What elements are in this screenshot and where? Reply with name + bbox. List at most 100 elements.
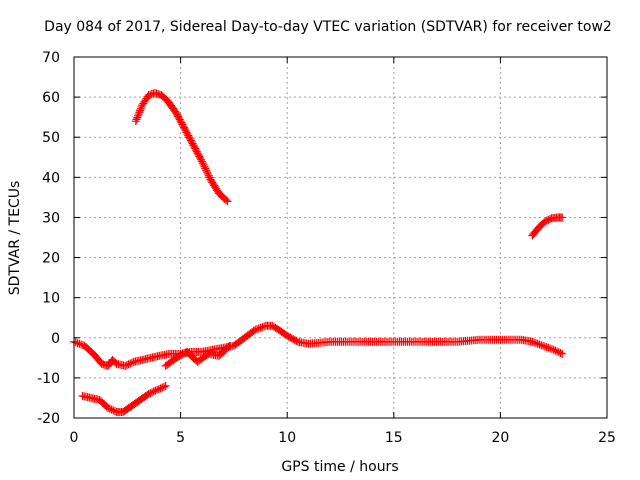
data-point: [539, 341, 548, 350]
series-baseline-spread: [161, 341, 234, 370]
data-point: [258, 323, 267, 332]
data-point: [153, 385, 162, 394]
data-point: [256, 323, 265, 332]
chart-title: Day 084 of 2017, Sidereal Day-to-day VTE…: [44, 19, 612, 35]
data-point: [292, 336, 301, 345]
x-tick-label: 0: [70, 430, 79, 446]
data-point: [558, 213, 567, 222]
data-point: [254, 324, 263, 333]
y-tick-label: 30: [42, 210, 60, 226]
data-point: [158, 383, 167, 392]
data-point: [197, 155, 206, 164]
data-point: [127, 358, 136, 367]
data-point: [531, 339, 540, 348]
data-point: [553, 347, 562, 356]
y-tick-label: 20: [42, 251, 60, 267]
data-point: [154, 385, 163, 394]
y-axis-label: SDTVAR / TECUs: [7, 181, 23, 296]
data-point: [203, 169, 212, 178]
data-point: [198, 159, 207, 168]
x-tick-label: 25: [598, 430, 616, 446]
y-tick-label: -20: [37, 411, 60, 427]
data-point: [151, 386, 160, 395]
data-point: [156, 384, 165, 393]
data-point: [546, 344, 555, 353]
data-series: [70, 89, 567, 416]
data-point: [542, 343, 551, 352]
data-point: [121, 361, 130, 370]
data-point: [131, 117, 140, 126]
data-point: [528, 337, 537, 346]
data-point: [197, 157, 206, 166]
data-point: [161, 381, 170, 390]
data-point: [260, 322, 269, 331]
data-point: [107, 405, 116, 414]
y-tick-label: 40: [42, 170, 60, 186]
data-point: [134, 110, 143, 119]
series-arc-high-2: [528, 213, 567, 240]
data-point: [540, 342, 549, 351]
data-point: [148, 388, 157, 397]
x-tick-label: 20: [491, 430, 509, 446]
data-point: [223, 197, 232, 206]
data-point: [137, 102, 146, 111]
grid-lines: [74, 57, 607, 418]
y-tick-label: 0: [51, 331, 60, 347]
data-point: [109, 406, 118, 415]
data-point: [556, 349, 565, 358]
data-point: [133, 111, 142, 120]
series-baseline: [70, 321, 567, 370]
data-point: [224, 343, 233, 352]
data-point: [200, 162, 209, 171]
y-tick-label: 50: [42, 130, 60, 146]
data-point: [122, 361, 131, 370]
data-point: [535, 340, 544, 349]
data-point: [144, 389, 153, 398]
data-point: [201, 164, 210, 173]
x-tick-label: 10: [278, 430, 296, 446]
data-point: [199, 160, 208, 169]
data-point: [73, 339, 82, 348]
data-point: [124, 360, 133, 369]
data-point: [104, 403, 113, 412]
data-point: [222, 196, 231, 205]
y-tick-label: 60: [42, 90, 60, 106]
y-tick-label: -10: [37, 371, 60, 387]
plot-frame: [73, 56, 608, 419]
data-point: [146, 389, 155, 398]
data-point: [252, 325, 261, 334]
data-point: [105, 404, 114, 413]
data-point: [554, 348, 563, 357]
data-point: [533, 339, 542, 348]
data-point: [549, 345, 558, 354]
data-point: [75, 339, 84, 348]
data-point: [136, 104, 145, 113]
y-tick-label: 10: [42, 291, 60, 307]
data-point: [225, 341, 234, 350]
data-point: [551, 346, 560, 355]
data-point: [77, 340, 86, 349]
data-point: [204, 171, 213, 180]
data-point: [159, 382, 168, 391]
data-point: [558, 349, 567, 358]
series-arc-high-1: [131, 89, 232, 206]
data-point: [537, 341, 546, 350]
data-point: [203, 168, 212, 177]
data-point: [136, 106, 145, 115]
data-point: [126, 359, 135, 368]
data-point: [110, 407, 119, 416]
x-tick-label: 15: [385, 430, 403, 446]
data-point: [132, 115, 141, 124]
data-point: [544, 343, 553, 352]
data-point: [133, 113, 142, 122]
x-tick-label: 5: [176, 430, 185, 446]
y-tick-label: 70: [42, 50, 60, 66]
series-arc-low: [78, 381, 170, 416]
data-point: [135, 108, 144, 117]
data-point: [202, 166, 211, 175]
data-point: [249, 326, 258, 335]
x-axis-label: GPS time / hours: [281, 459, 398, 475]
data-point: [205, 173, 214, 182]
data-point: [149, 387, 158, 396]
